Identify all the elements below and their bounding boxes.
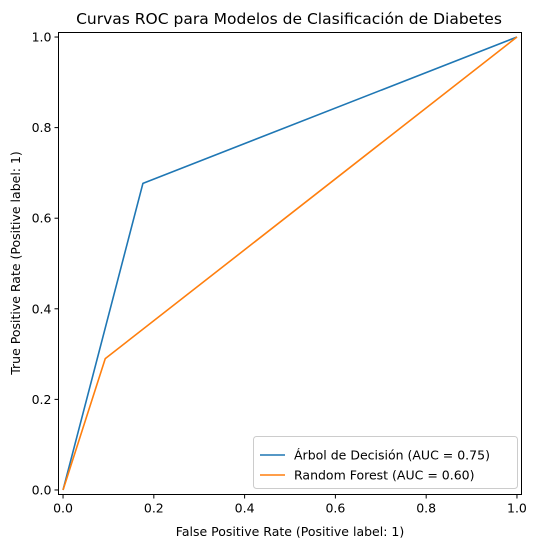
y-tick-label: 0.2 (32, 392, 52, 407)
plot-area (58, 32, 522, 495)
y-tick-label: 1.0 (32, 30, 52, 45)
x-tick-label: 0.8 (416, 501, 436, 516)
legend-label-1: Árbol de Decisión (AUC = 0.75) (294, 448, 490, 463)
x-tick-label: 0.4 (235, 501, 255, 516)
y-tick-label: 0.0 (32, 482, 52, 497)
y-tick-label: 0.6 (32, 211, 52, 226)
x-tick-label: 1.0 (507, 501, 527, 516)
x-axis: 0.0 0.2 0.4 0.6 0.8 1.0 (53, 494, 527, 516)
y-axis-label: True Positive Rate (Positive label: 1) (8, 151, 23, 376)
y-axis: 0.0 0.2 0.4 0.6 0.8 1.0 (32, 30, 59, 497)
x-axis-label: False Positive Rate (Positive label: 1) (176, 524, 404, 539)
legend-label-2: Random Forest (AUC = 0.60) (294, 468, 475, 483)
x-tick-label: 0.6 (325, 501, 345, 516)
series-line-2 (62, 36, 518, 491)
y-tick-label: 0.4 (32, 301, 52, 316)
series-line-1 (62, 36, 518, 491)
legend-box (253, 436, 518, 489)
series-lines (62, 36, 518, 491)
chart-title: Curvas ROC para Modelos de Clasificación… (76, 10, 502, 28)
x-tick-label: 0.2 (144, 501, 164, 516)
y-tick-label: 0.8 (32, 120, 52, 135)
legend: Árbol de Decisión (AUC = 0.75) Random For… (253, 436, 518, 489)
x-tick-label: 0.0 (53, 501, 73, 516)
